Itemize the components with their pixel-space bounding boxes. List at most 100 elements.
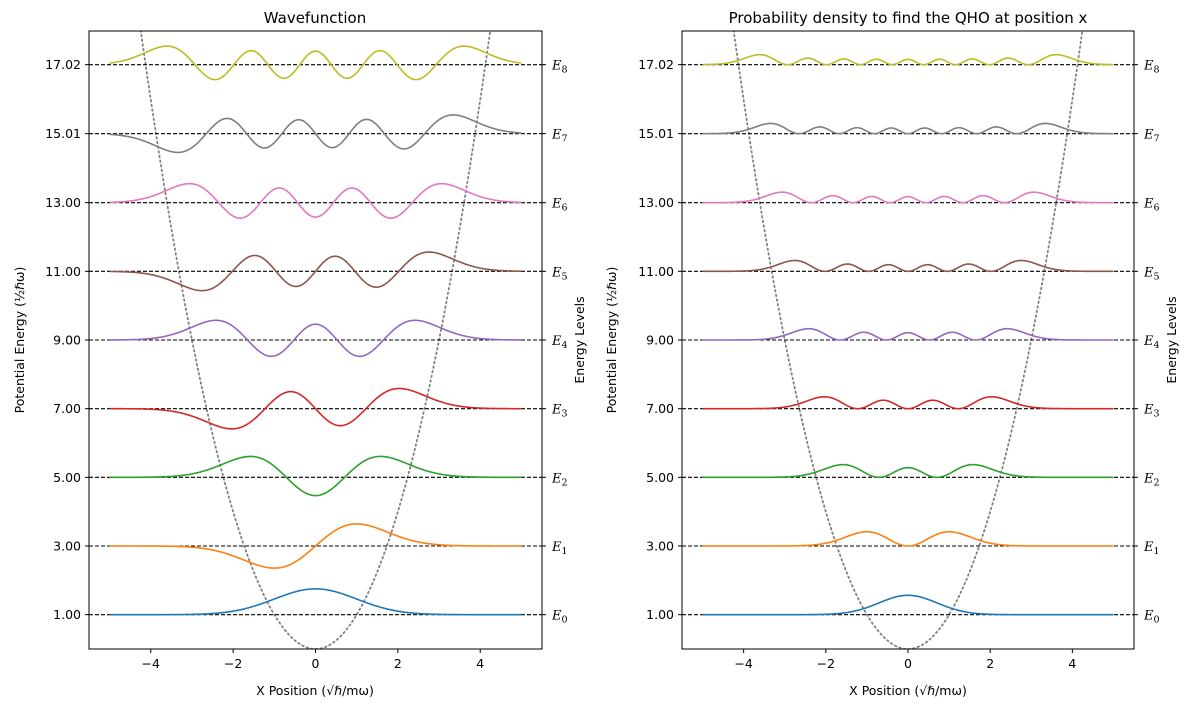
- y-tick-label: 13.00: [45, 195, 81, 210]
- energy-label-base: E: [551, 265, 562, 280]
- y-tick-label: 11.00: [638, 264, 674, 279]
- energy-label-base: E: [1143, 540, 1154, 555]
- series-line-n8: [702, 53, 1114, 66]
- energy-level-label: E4: [551, 334, 568, 351]
- energy-label-base: E: [1143, 265, 1154, 280]
- energy-label-sub: 8: [1154, 65, 1160, 76]
- energy-label-sub: 2: [1154, 477, 1160, 488]
- y-tick-label: 11.00: [45, 264, 81, 279]
- y-tick-label: 15.01: [638, 126, 674, 141]
- y-tick-label: 3.00: [646, 539, 674, 554]
- energy-label-sub: 7: [1154, 134, 1160, 145]
- series-line-n1: [702, 530, 1114, 547]
- energy-label-base: E: [1143, 197, 1154, 212]
- x-tick-label: 2: [394, 656, 402, 671]
- energy-label-base: E: [1143, 334, 1154, 349]
- energy-label-sub: 4: [1154, 340, 1160, 351]
- x-axis-label: X Position (√ℏ/mω): [256, 683, 374, 698]
- y-tick-label: 7.00: [53, 401, 81, 416]
- energy-level-label: E5: [1143, 265, 1160, 282]
- energy-label-sub: 7: [562, 134, 568, 145]
- density-panel: −4 −2 0 2 4 1.00 3.00 5.00 7.00 9.00 11.00 13.00 15.…: [604, 9, 1179, 698]
- y-tick-label: 1.00: [646, 607, 674, 622]
- x-tick-label: 4: [1068, 656, 1076, 671]
- x-tick-label: 4: [476, 656, 484, 671]
- series-line-n4: [109, 319, 522, 358]
- series-line-n4: [702, 327, 1114, 341]
- y-tick-label: 1.00: [53, 607, 81, 622]
- series-line-n7: [109, 114, 522, 154]
- series-line-n5: [702, 259, 1114, 273]
- x-axis-label-text: X Position (√ℏ/mω): [256, 683, 374, 698]
- series-line-n5: [109, 251, 522, 292]
- energy-label-base: E: [551, 471, 562, 486]
- energy-level-label: E6: [1143, 197, 1160, 214]
- energy-label-base: E: [551, 609, 562, 624]
- y-tick-label: 17.02: [638, 57, 674, 72]
- right-axis-label: Energy Levels: [572, 296, 587, 383]
- energy-label-base: E: [1143, 403, 1154, 418]
- energy-level-label: E2: [1143, 471, 1160, 488]
- energy-label-base: E: [551, 334, 562, 349]
- energy-label-sub: 8: [562, 65, 568, 76]
- energy-label-base: E: [551, 540, 562, 555]
- series-line-n6: [109, 182, 522, 219]
- x-tick-label: −4: [734, 656, 752, 671]
- y-tick-label: 5.00: [53, 470, 81, 485]
- x-axis-label: X Position (√ℏ/mω): [849, 683, 967, 698]
- x-tick-label: −2: [817, 656, 835, 671]
- y-tick-label: 15.01: [45, 126, 81, 141]
- energy-level-label: E8: [551, 59, 568, 76]
- series-line-n2: [109, 455, 522, 497]
- energy-level-label: E3: [551, 403, 568, 420]
- energy-label-base: E: [551, 128, 562, 143]
- energy-label-sub: 6: [1154, 203, 1160, 214]
- plot-area: −4 −2 0 2 4 1.00 3.00 5.00 7.00 9.00 11.00 13.00 15.…: [45, 30, 568, 671]
- x-tick-label: 0: [312, 656, 320, 671]
- energy-label-base: E: [1143, 609, 1154, 624]
- series-line-n1: [109, 523, 522, 569]
- energy-label-sub: 5: [1154, 271, 1160, 282]
- energy-label-sub: 5: [562, 271, 568, 282]
- x-tick-label: −2: [224, 656, 242, 671]
- energy-label-sub: 6: [562, 203, 568, 214]
- energy-label-base: E: [551, 403, 562, 418]
- y-tick-label: 7.00: [646, 401, 674, 416]
- x-tick-label: −4: [142, 656, 160, 671]
- chart-title: Probability density to find the QHO at p…: [729, 9, 1088, 27]
- right-axis-label: Energy Levels: [1164, 296, 1179, 383]
- energy-label-base: E: [551, 197, 562, 212]
- energy-label-base: E: [1143, 471, 1154, 486]
- energy-label-sub: 0: [1154, 615, 1160, 626]
- potential-curve: [139, 31, 492, 649]
- energy-level-label: E6: [551, 197, 568, 214]
- wavefunction-panel: −4 −2 0 2 4 1.00 3.00 5.00 7.00 9.00 11.00 13.00 15.…: [12, 9, 587, 698]
- y-tick-label: 13.00: [638, 195, 674, 210]
- y-axis-label: Potential Energy (½ℏω): [604, 267, 619, 414]
- energy-level-label: E1: [551, 540, 568, 557]
- x-axis-label-text: X Position (√ℏ/mω): [849, 683, 967, 698]
- energy-level-label: E7: [1143, 128, 1160, 145]
- energy-label-base: E: [551, 59, 562, 74]
- y-tick-label: 17.02: [45, 57, 81, 72]
- energy-label-sub: 2: [562, 477, 568, 488]
- y-tick-label: 9.00: [646, 333, 674, 348]
- energy-level-label: E3: [1143, 403, 1160, 420]
- x-tick-label: 2: [986, 656, 994, 671]
- energy-level-label: E4: [1143, 334, 1160, 351]
- energy-level-label: E8: [1143, 59, 1160, 76]
- energy-level-label: E2: [551, 471, 568, 488]
- y-tick-label: 9.00: [53, 333, 81, 348]
- energy-label-sub: 3: [1154, 409, 1160, 420]
- energy-label-sub: 3: [562, 409, 568, 420]
- plot-area: −4 −2 0 2 4 1.00 3.00 5.00 7.00 9.00 11.00 13.00 15.…: [638, 30, 1160, 671]
- series-line-n8: [109, 45, 522, 81]
- potential-curve: [732, 31, 1084, 649]
- energy-label-sub: 1: [1154, 546, 1160, 557]
- y-tick-label: 3.00: [53, 539, 81, 554]
- series-line-n3: [109, 387, 522, 430]
- x-tick-label: 0: [904, 656, 912, 671]
- y-axis-label: Potential Energy (½ℏω): [12, 267, 27, 414]
- series-line-n3: [702, 395, 1114, 410]
